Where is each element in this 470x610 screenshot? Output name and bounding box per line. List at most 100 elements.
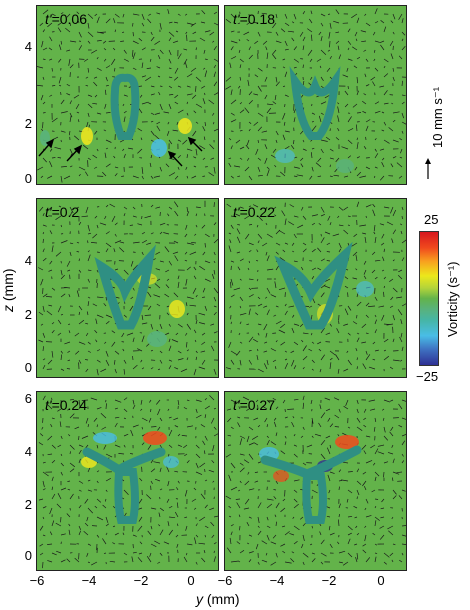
velocity-vector: [275, 242, 281, 246]
velocity-vector: [184, 251, 188, 255]
z-tick: 0: [24, 171, 32, 186]
velocity-vector: [300, 266, 304, 271]
velocity-vector: [225, 495, 232, 500]
velocity-vector: [401, 525, 406, 527]
velocity-vector: [183, 48, 188, 51]
velocity-vector: [174, 21, 179, 24]
velocity-vector: [293, 444, 298, 447]
velocity-vector: [292, 416, 295, 419]
velocity-vector: [96, 516, 104, 521]
velocity-vector: [78, 221, 82, 226]
velocity-vector: [319, 368, 322, 373]
velocity-vector: [67, 269, 71, 272]
velocity-vector: [194, 537, 197, 545]
velocity-vector: [132, 40, 139, 45]
velocity-vector: [75, 103, 80, 110]
velocity-vector: [195, 471, 203, 475]
velocity-vector: [398, 403, 403, 410]
velocity-vector: [42, 257, 47, 262]
velocity-vector: [105, 314, 113, 318]
velocity-vector: [329, 350, 336, 356]
velocity-vector: [228, 515, 232, 518]
velocity-vector: [246, 22, 250, 25]
velocity-vector: [156, 66, 161, 69]
velocity-vector: [238, 514, 241, 518]
velocity-vector: [320, 453, 326, 460]
velocity-vector: [100, 368, 107, 373]
velocity-vector: [183, 407, 188, 410]
velocity-vector: [265, 332, 268, 338]
velocity-vector: [398, 269, 403, 273]
velocity-vector: [177, 350, 182, 354]
velocity-vector: [132, 337, 135, 343]
velocity-vector: [253, 338, 259, 343]
velocity-vector: [365, 350, 368, 355]
velocity-vector: [154, 112, 161, 115]
velocity-vector: [356, 337, 360, 343]
velocity-vector: [60, 99, 65, 105]
velocity-vector: [383, 73, 389, 78]
velocity-vector: [230, 350, 238, 355]
velocity-vector: [103, 552, 107, 554]
velocity-vector: [247, 471, 250, 475]
velocity-vector: [96, 359, 101, 363]
velocity-vector: [264, 296, 268, 299]
velocity-vector: [155, 251, 161, 255]
velocity-vector: [180, 368, 188, 373]
velocity-vector: [343, 229, 349, 235]
velocity-vector: [327, 49, 331, 52]
velocity-vector: [239, 453, 245, 456]
velocity-vector: [60, 293, 66, 298]
velocity-vector: [87, 224, 90, 232]
velocity-vector: [356, 171, 362, 177]
velocity-vector: [398, 13, 403, 20]
velocity-vector: [154, 40, 161, 45]
velocity-vector: [399, 156, 403, 159]
velocity-vector: [140, 359, 143, 363]
velocity-vector: [121, 175, 125, 177]
velocity-vector: [86, 552, 89, 557]
velocity-vector: [93, 76, 98, 79]
velocity-vector: [233, 165, 241, 168]
velocity-vector: [165, 284, 170, 289]
velocity-vector: [324, 231, 331, 235]
velocity-vector: [95, 339, 98, 343]
velocity-vector: [347, 224, 351, 226]
z-tick: 6: [24, 391, 32, 406]
velocity-vector: [150, 367, 154, 370]
velocity-vector: [244, 480, 250, 486]
velocity-vector: [280, 507, 286, 513]
velocity-vector: [383, 426, 386, 433]
velocity-vector: [59, 421, 62, 428]
velocity-vector: [57, 319, 62, 325]
velocity-vector: [104, 89, 107, 96]
vortex-blob-red: [143, 431, 167, 445]
velocity-vector: [105, 76, 108, 82]
velocity-vector: [361, 323, 367, 329]
velocity-vector: [201, 10, 206, 15]
velocity-vector: [159, 222, 166, 226]
velocity-vector: [87, 94, 93, 97]
velocity-vector: [122, 13, 125, 18]
velocity-vector: [270, 541, 277, 545]
velocity-vector: [356, 357, 358, 361]
velocity-vector: [156, 303, 161, 307]
velocity-vector: [248, 551, 254, 554]
z-tick: 2: [24, 307, 32, 322]
velocity-vector: [150, 480, 153, 484]
velocity-vector: [78, 405, 81, 410]
velocity-vector: [383, 248, 385, 253]
velocity-vector: [284, 22, 290, 26]
velocity-vector: [248, 488, 255, 491]
velocity-vector: [362, 363, 367, 370]
velocity-vector: [141, 442, 145, 446]
velocity-vector: [381, 233, 385, 239]
velocity-vector: [191, 498, 197, 502]
velocity-vector: [96, 368, 99, 376]
velocity-vector: [284, 13, 288, 19]
velocity-vector: [347, 489, 353, 494]
velocity-vector: [123, 359, 127, 364]
velocity-vector: [204, 414, 207, 419]
velocity-vector: [186, 242, 194, 245]
velocity-vector: [248, 516, 252, 519]
